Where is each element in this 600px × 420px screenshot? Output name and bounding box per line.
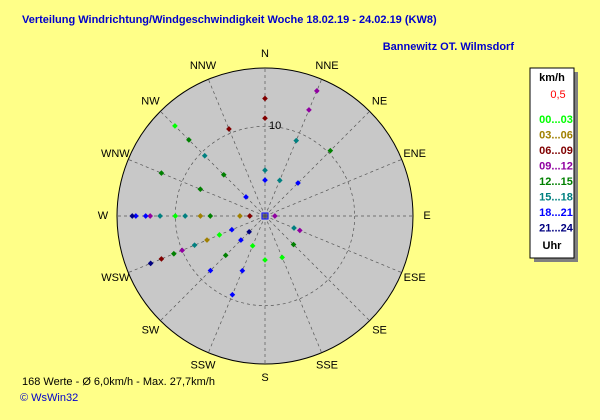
chart-subtitle: Bannewitz OT. Wilmsdorf: [383, 41, 515, 53]
point: [207, 267, 214, 274]
legend-header: km/h: [539, 72, 565, 84]
point: [272, 213, 278, 219]
spoke: [208, 215, 266, 353]
point: [249, 243, 256, 249]
credit: © WsWin32: [20, 392, 78, 404]
point: [147, 260, 154, 267]
point: [182, 213, 188, 219]
point: [306, 107, 312, 113]
point: [314, 88, 320, 94]
legend-label: 12...15: [539, 176, 573, 188]
point: [279, 254, 285, 261]
legend-label: 06...09: [539, 145, 573, 157]
legend-label: 03...06: [539, 129, 573, 141]
point: [246, 213, 253, 219]
point: [262, 95, 268, 102]
spoke: [264, 215, 402, 273]
point: [262, 257, 268, 263]
legend-label: 09...12: [539, 160, 573, 172]
point: [157, 213, 163, 219]
point: [158, 256, 165, 262]
spoke: [264, 111, 370, 217]
direction-label: N: [261, 48, 269, 60]
direction-label: NW: [141, 95, 160, 107]
direction-label: E: [423, 210, 430, 222]
direction-label: WSW: [101, 272, 130, 284]
legend-label: 00...03: [539, 114, 573, 126]
point: [239, 267, 246, 274]
direction-label: ENE: [403, 148, 426, 160]
spoke: [128, 159, 266, 217]
point: [204, 237, 210, 243]
point: [172, 123, 178, 129]
point: [201, 152, 208, 159]
point: [220, 171, 227, 178]
point: [291, 225, 297, 231]
point: [243, 194, 249, 200]
point: [171, 250, 177, 257]
point: [262, 177, 268, 183]
point: [262, 115, 268, 122]
grid-circle: [174, 125, 356, 307]
direction-label: SE: [372, 324, 387, 336]
point: [207, 213, 214, 219]
center-marker: [261, 212, 269, 220]
point: [290, 241, 297, 248]
point: [191, 242, 198, 249]
point: [142, 213, 149, 219]
spoke: [264, 159, 402, 217]
point: [216, 232, 223, 238]
legend-label: 18...21: [539, 207, 573, 219]
point: [238, 237, 244, 243]
point: [229, 291, 236, 298]
point: [197, 186, 204, 193]
point: [179, 247, 185, 254]
direction-label: W: [98, 210, 109, 222]
point: [129, 213, 136, 219]
spoke: [208, 79, 266, 217]
point: [222, 252, 229, 259]
point: [229, 226, 235, 233]
point: [186, 137, 192, 143]
spoke: [264, 215, 322, 353]
direction-label: SSE: [316, 360, 338, 372]
direction-label: SW: [142, 324, 160, 336]
spoke: [264, 215, 370, 321]
point: [246, 229, 252, 235]
point: [293, 137, 300, 144]
direction-label: NNE: [315, 60, 338, 72]
point: [133, 213, 139, 219]
spoke: [128, 215, 266, 273]
point: [158, 170, 165, 176]
direction-label: WNW: [101, 148, 130, 160]
point: [197, 213, 204, 219]
direction-label: NE: [372, 95, 387, 107]
point: [327, 147, 334, 154]
legend-label: 15...18: [539, 191, 573, 203]
chart-title: Verteilung Windrichtung/Windgeschwindigk…: [22, 14, 437, 26]
legend-label: 21...24: [539, 222, 574, 234]
spoke: [160, 215, 266, 321]
point: [237, 213, 243, 219]
stats: 168 Werte - Ø 6,0km/h - Max. 27,7km/h: [22, 376, 215, 388]
legend-calm: 0,5: [550, 89, 565, 101]
point: [172, 213, 179, 219]
point: [295, 180, 301, 186]
point: [276, 177, 283, 184]
point: [296, 227, 303, 234]
direction-label: SSW: [190, 360, 216, 372]
legend-box: [529, 67, 575, 259]
direction-label: NNW: [190, 60, 217, 72]
spoke: [264, 79, 322, 217]
point: [262, 167, 268, 174]
point: [147, 213, 154, 219]
direction-label: ESE: [404, 272, 426, 284]
legend-footer: Uhr: [543, 240, 563, 252]
direction-label: S: [261, 372, 268, 384]
spoke: [160, 111, 266, 217]
r-tick-label: 10: [269, 120, 281, 132]
